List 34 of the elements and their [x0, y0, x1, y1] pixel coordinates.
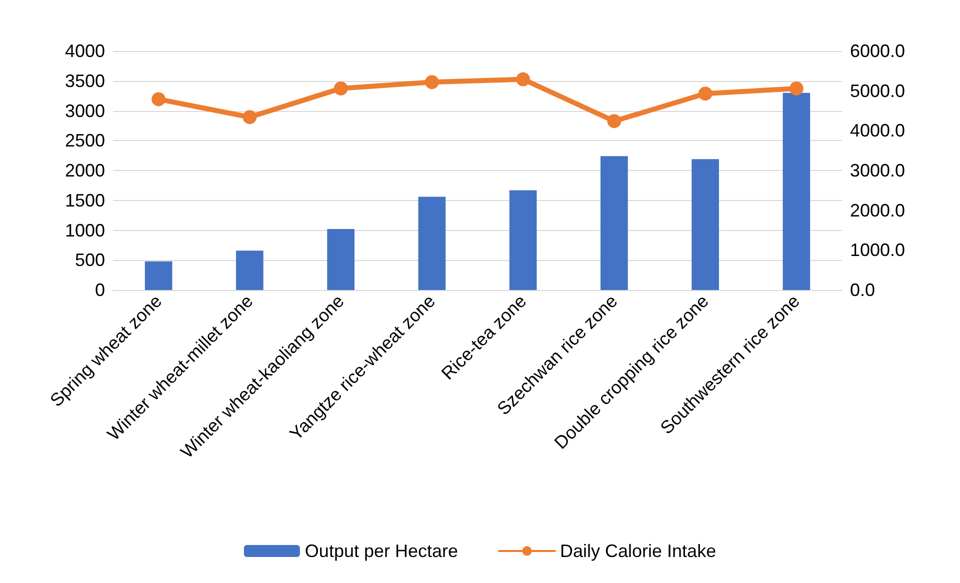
y-tick-label: 2000 — [64, 160, 105, 180]
bar — [509, 190, 537, 290]
bar — [418, 196, 446, 290]
point — [789, 81, 804, 96]
point — [516, 72, 530, 86]
y-tick-label: 1000 — [64, 220, 105, 240]
bar — [144, 261, 172, 290]
y2-tick-label: 1000.0 — [850, 240, 906, 260]
bar — [236, 250, 264, 290]
y2-tick-label: 2000.0 — [850, 200, 906, 220]
legend-label: Output per Hectare — [304, 541, 458, 561]
bar — [327, 229, 354, 290]
y2-tick-label: 6000.0 — [850, 41, 906, 61]
point — [242, 110, 257, 124]
y-tick-label: 4000 — [64, 41, 105, 61]
y2-tick-label: 4000.0 — [850, 120, 906, 141]
y-tick-label: 0 — [94, 280, 105, 300]
y2-tick-label: 0.0 — [850, 280, 876, 300]
y2-tick-label: 5000.0 — [850, 80, 906, 101]
point — [424, 75, 439, 90]
y-tick-label: 2500 — [64, 130, 105, 151]
point — [607, 114, 622, 128]
bar — [782, 92, 810, 290]
point — [152, 92, 166, 106]
y-tick-label: 3500 — [64, 70, 105, 91]
bar — [692, 159, 719, 290]
y-tick-label: 1500 — [64, 190, 105, 210]
point — [698, 86, 712, 101]
point — [334, 81, 348, 96]
y-tick-label: 500 — [74, 250, 105, 270]
legend-label: Daily Calorie Intake — [560, 541, 716, 561]
y2-tick-label: 3000.0 — [850, 160, 906, 180]
bar — [600, 156, 628, 290]
y-tick-label: 3000 — [64, 100, 105, 121]
